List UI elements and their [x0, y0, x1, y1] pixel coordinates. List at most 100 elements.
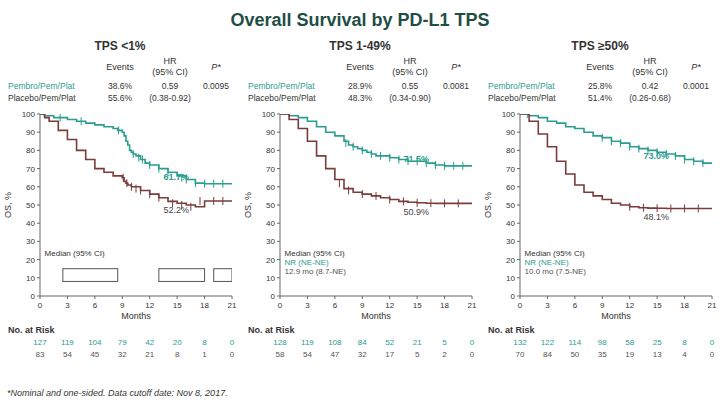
censor-mark: [444, 162, 445, 170]
table-header: (95% CI): [632, 67, 668, 77]
x-tick: [67, 296, 68, 299]
y-tick: [517, 150, 520, 151]
at-risk-count: 50: [570, 350, 579, 359]
censor-mark: [138, 154, 139, 162]
censor-mark: [142, 156, 143, 164]
table-header: HR: [164, 56, 177, 66]
x-tick-label: 15: [173, 301, 182, 310]
censor-mark: [200, 197, 201, 205]
x-tick-label: 15: [653, 301, 662, 310]
x-tick-label: 12: [385, 301, 394, 310]
at-risk-count: 0: [470, 350, 475, 359]
x-tick-label: 6: [93, 301, 98, 310]
censor-mark: [398, 156, 399, 164]
end-label: 52.2%: [163, 205, 189, 215]
p-value: 0.0081: [443, 81, 469, 91]
y-tick: [517, 223, 520, 224]
plot-marks: [520, 114, 712, 212]
at-risk-count: 0: [710, 350, 715, 359]
y-tick-label: 90: [26, 128, 35, 137]
y-tick-label: 50: [506, 201, 515, 210]
censor-mark: [140, 186, 141, 194]
censor-mark: [376, 192, 377, 200]
x-tick: [629, 296, 630, 299]
x-tick: [417, 296, 418, 299]
at-risk-count: 128: [273, 338, 287, 347]
events: 38.6%: [108, 81, 133, 91]
at-risk-count: 8: [682, 338, 687, 347]
end-label: 61.7%: [163, 172, 189, 182]
y-tick: [517, 186, 520, 187]
row-label: Placebo/Pem/Plat: [8, 93, 76, 103]
x-tick: [520, 296, 521, 299]
y-tick: [277, 241, 280, 242]
x-tick-label: 15: [413, 301, 422, 310]
at-risk-count: 8: [175, 350, 180, 359]
censor-mark: [453, 162, 454, 170]
y-tick: [277, 132, 280, 133]
y-tick-label: 60: [506, 183, 515, 192]
y-tick-label: 40: [266, 219, 275, 228]
censor-mark: [629, 143, 630, 151]
x-tick: [547, 296, 548, 299]
y-tick-label: 30: [506, 237, 515, 246]
table-header: (95% CI): [392, 67, 428, 77]
x-tick-label: 9: [600, 301, 605, 310]
y-tick-label: 40: [506, 219, 515, 228]
at-risk-count: 13: [653, 350, 662, 359]
at-risk-count: 98: [598, 338, 607, 347]
y-tick: [277, 150, 280, 151]
y-tick: [277, 114, 280, 115]
end-label: 50.9%: [403, 207, 429, 217]
y-tick: [517, 114, 520, 115]
x-tick: [574, 296, 575, 299]
km-curve: [280, 114, 472, 203]
subtitle: TPS 1-49%: [329, 39, 391, 53]
censor-mark: [213, 197, 214, 205]
at-risk-count: 17: [385, 350, 394, 359]
at-risk-count: 52: [385, 338, 394, 347]
end-label: 71.5%: [403, 154, 429, 164]
confidence-interval: (0.34-0.90): [389, 93, 431, 103]
y-tick: [277, 168, 280, 169]
y-tick-label: 90: [266, 128, 275, 137]
at-risk-count: 54: [63, 350, 72, 359]
y-tick-label: 90: [506, 128, 515, 137]
y-tick-label: 30: [26, 237, 35, 246]
censor-mark: [131, 183, 132, 191]
y-tick: [37, 205, 40, 206]
at-risk-count: 32: [358, 350, 367, 359]
at-risk-count: 108: [328, 338, 342, 347]
at-risk-count: 47: [330, 350, 339, 359]
censor-mark: [158, 165, 159, 173]
x-tick-label: 0: [278, 301, 283, 310]
end-label: 73.0%: [643, 151, 669, 161]
row-label: Pembro/Pem/Plat: [488, 81, 555, 91]
km-curve: [40, 114, 232, 207]
censor-mark: [60, 114, 61, 122]
table-header: P*: [691, 62, 701, 72]
at-risk-count: 5: [442, 338, 447, 347]
at-risk-count: 5: [415, 350, 420, 359]
ci-box: [63, 269, 118, 282]
x-tick: [362, 296, 363, 299]
at-risk-count: 35: [598, 350, 607, 359]
x-tick: [122, 296, 123, 299]
at-risk-count: 114: [568, 338, 581, 347]
censor-mark: [458, 199, 459, 207]
y-tick-label: 40: [26, 219, 35, 228]
at-risk-count: 122: [541, 338, 555, 347]
median-header: Median (95% CI): [45, 249, 105, 258]
y-tick-label: 100: [22, 110, 36, 119]
x-axis-label: Months: [121, 311, 151, 321]
y-axis-label: OS, %: [483, 192, 493, 218]
at-risk-count: 132: [513, 338, 527, 347]
x-tick-label: 21: [468, 301, 477, 310]
subtitle: TPS <1%: [94, 39, 145, 53]
at-risk-count: 8: [202, 338, 207, 347]
y-tick-label: 0: [511, 292, 516, 301]
at-risk-count: 42: [145, 338, 154, 347]
at-risk-count: 119: [301, 338, 314, 347]
row-label: Placebo/Pem/Plat: [488, 93, 556, 103]
censor-mark: [670, 204, 671, 212]
